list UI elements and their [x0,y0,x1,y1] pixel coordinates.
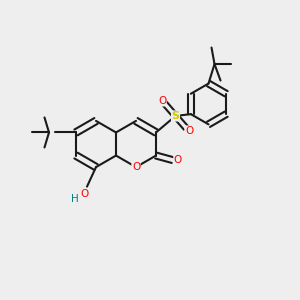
Text: S: S [172,111,179,121]
Text: H: H [70,194,78,204]
Text: O: O [174,155,182,165]
Text: O: O [132,162,140,172]
Text: O: O [158,96,166,106]
Text: O: O [185,126,193,136]
Text: O: O [80,189,88,199]
